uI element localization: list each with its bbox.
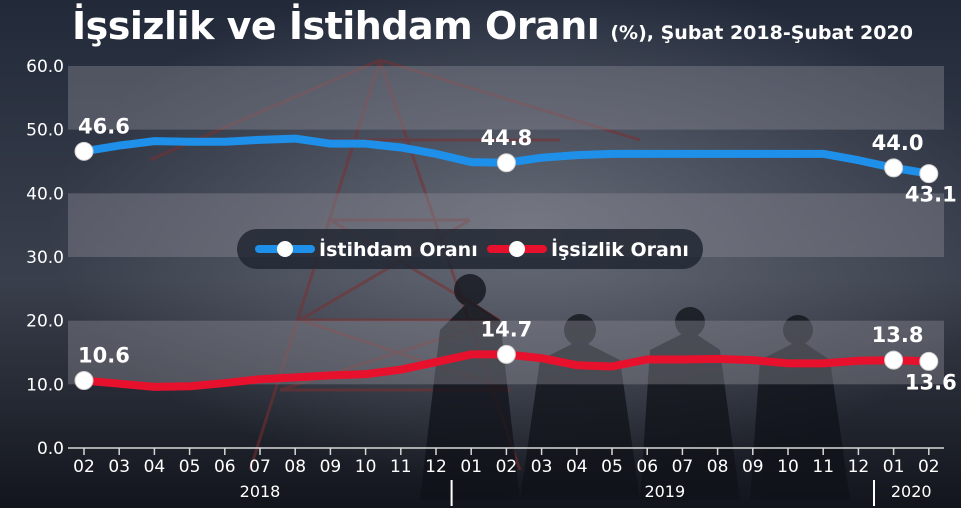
x-tick-label: 02	[918, 457, 940, 477]
x-tick-label: 10	[777, 457, 799, 477]
year-label: 2020	[891, 482, 932, 501]
y-tick-label: 50.0	[26, 121, 64, 141]
y-tick-label: 30.0	[26, 248, 64, 268]
year-label: 2019	[644, 482, 685, 501]
legend-box	[237, 229, 703, 269]
data-label: 44.0	[872, 131, 924, 155]
x-tick-label: 07	[672, 457, 694, 477]
data-point-marker	[919, 164, 939, 184]
x-tick-label: 04	[566, 457, 588, 477]
x-tick-label: 11	[812, 457, 834, 477]
data-point-marker	[496, 344, 516, 364]
data-point-marker	[884, 350, 904, 370]
data-label: 43.1	[905, 183, 957, 207]
x-tick-label: 02	[496, 457, 518, 477]
x-tick-label: 11	[390, 457, 412, 477]
x-tick-label: 02	[73, 457, 95, 477]
chart-title: İşsizlik ve İstihdam Oranı	[72, 4, 600, 48]
data-point-marker	[884, 158, 904, 178]
data-label: 13.6	[905, 370, 957, 394]
data-label: 10.6	[78, 344, 130, 368]
data-point-marker	[496, 153, 516, 173]
y-tick-label: 40.0	[26, 184, 64, 204]
x-tick-label: 09	[742, 457, 764, 477]
data-point-marker	[919, 351, 939, 371]
chart-title-block: İşsizlik ve İstihdam Oranı (%), Şubat 20…	[72, 4, 913, 48]
x-tick-label: 12	[425, 457, 447, 477]
y-tick-label: 20.0	[26, 312, 64, 332]
data-label: 44.8	[480, 126, 532, 150]
data-label: 14.7	[480, 317, 532, 341]
gridband	[68, 66, 944, 130]
legend-marker	[509, 241, 525, 257]
chart-subtitle: (%), Şubat 2018-Şubat 2020	[610, 22, 913, 44]
x-tick-label: 05	[179, 457, 201, 477]
x-tick-label: 08	[284, 457, 306, 477]
x-tick-label: 10	[355, 457, 377, 477]
x-tick-label: 12	[848, 457, 870, 477]
y-tick-label: 60.0	[26, 57, 64, 77]
legend-marker	[277, 241, 293, 257]
x-tick-label: 05	[601, 457, 623, 477]
x-tick-label: 04	[144, 457, 166, 477]
y-tick-label: 10.0	[26, 375, 64, 395]
x-tick-label: 08	[707, 457, 729, 477]
legend-label: İstihdam Oranı	[319, 237, 478, 261]
x-tick-label: 06	[214, 457, 236, 477]
year-label: 2018	[240, 482, 281, 501]
data-point-marker	[74, 371, 94, 391]
x-tick-label: 03	[531, 457, 553, 477]
data-label: 13.8	[872, 323, 924, 347]
x-tick-label: 07	[249, 457, 271, 477]
x-tick-label: 01	[883, 457, 905, 477]
x-tick-label: 01	[460, 457, 482, 477]
data-point-marker	[74, 141, 94, 161]
x-tick-label: 03	[108, 457, 130, 477]
x-tick-label: 06	[636, 457, 658, 477]
x-tick-label: 09	[320, 457, 342, 477]
y-tick-label: 0.0	[37, 439, 64, 459]
legend-label: İşsizlik Oranı	[551, 237, 689, 261]
data-label: 46.6	[78, 114, 130, 138]
